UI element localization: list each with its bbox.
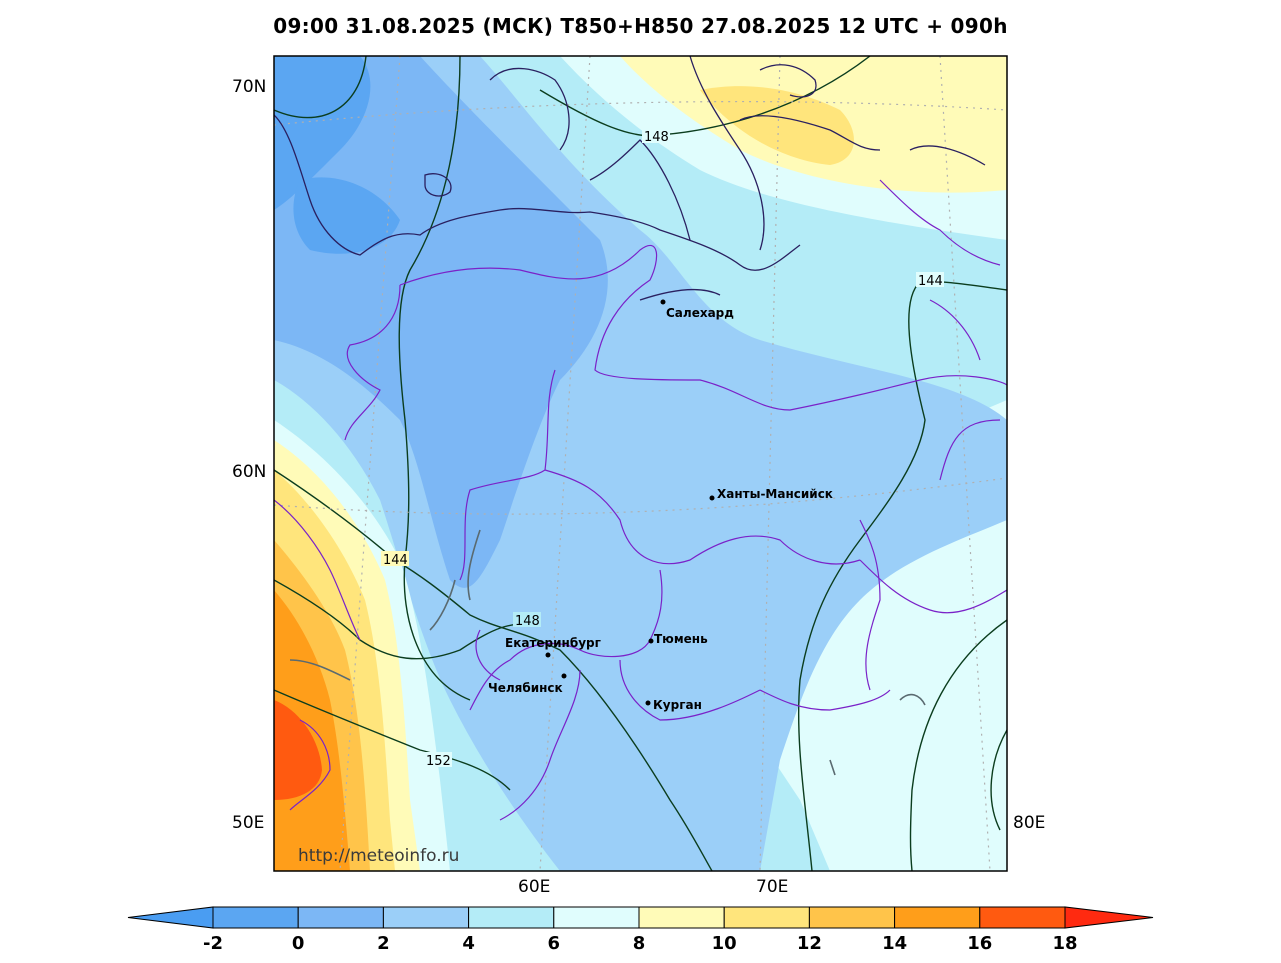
colorbar-tick-label: 14	[882, 933, 907, 954]
city-label-chelyabinsk: Челябинск	[488, 681, 563, 695]
band-16-18-sw	[274, 700, 322, 800]
contour-labels: 148 144 144 148 152	[381, 128, 944, 769]
colorbar-swatch	[808, 906, 896, 929]
colorbar-tick-label: 16	[967, 933, 992, 954]
colorbar-tick-label: 10	[712, 933, 737, 954]
lat-label-60n: 60N	[232, 462, 266, 482]
colorbar-arrow-high	[1064, 906, 1154, 929]
map-frame	[273, 55, 1008, 872]
colorbar-tick-label: 0	[292, 933, 305, 954]
lon-label-50e: 50E	[232, 813, 264, 833]
city-dot	[648, 638, 654, 644]
city-label-ekaterinburg: Екатеринбург	[505, 636, 601, 650]
city-dot	[645, 700, 651, 706]
colorbar-swatch	[638, 906, 725, 929]
contour-label: 144	[383, 553, 408, 568]
lat-label-70n: 70N	[232, 77, 266, 97]
height-contours	[274, 56, 1007, 871]
colorbar-tick-label: 4	[462, 933, 475, 954]
colorbar-swatch	[468, 906, 555, 929]
band-m2-0	[274, 56, 371, 210]
colorbar-tick-label: 12	[797, 933, 822, 954]
contour-label: 148	[515, 614, 540, 629]
band-10-12-north	[700, 86, 854, 165]
colorbar-swatch	[212, 906, 299, 929]
lon-label-70e: 70E	[756, 877, 788, 897]
band-6-8-east	[560, 56, 1007, 871]
admin-borders	[274, 179, 1007, 821]
colorbar: -2 0 2 4 6 8 10 12 14 16 18	[127, 906, 1154, 954]
contour-label: 152	[426, 754, 451, 769]
city-label-salekhard: Салехард	[666, 306, 734, 320]
colorbar-swatch	[553, 906, 640, 929]
colorbar-swatch	[382, 906, 470, 929]
colorbar-tick-label: 6	[548, 933, 561, 954]
colorbar-swatch	[894, 906, 981, 929]
city-dot	[545, 652, 551, 658]
colorbar-arrow-low	[127, 906, 214, 929]
axis-labels: 70N 60N 50E 60E 70E 80E	[232, 77, 1045, 897]
city-label-kurgan: Курган	[653, 698, 702, 712]
colorbar-tick-label: 8	[633, 933, 646, 954]
colorbar-swatch	[297, 906, 384, 929]
colorbar-tick-label: -2	[203, 933, 223, 954]
watermark: http://meteoinfo.ru	[298, 846, 459, 866]
lon-label-80e: 80E	[1013, 813, 1045, 833]
colorbar-swatch	[979, 906, 1066, 929]
lon-label-60e: 60E	[518, 877, 550, 897]
colorbar-tick-label: 18	[1052, 933, 1077, 954]
graticule	[274, 56, 1007, 871]
city-dot	[660, 299, 666, 305]
map-title: 09:00 31.08.2025 (МСК) T850+H850 27.08.2…	[273, 14, 1008, 38]
temperature-field: 148 144 144 148 152 Салехард Ханты-Манси…	[274, 56, 1007, 871]
city-label-tyumen: Тюмень	[654, 632, 708, 646]
city-markers: Салехард Ханты-Мансийск Екатеринбург Тюм…	[488, 299, 833, 712]
colorbar-swatch	[723, 906, 810, 929]
city-label-khanty-mansiysk: Ханты-Мансийск	[717, 487, 833, 501]
city-dot	[561, 673, 567, 679]
rivers	[289, 529, 926, 776]
contour-label: 148	[644, 130, 669, 145]
contour-label: 144	[918, 274, 943, 289]
city-dot	[709, 495, 715, 501]
colorbar-tick-label: 2	[377, 933, 390, 954]
coastlines	[274, 56, 986, 301]
